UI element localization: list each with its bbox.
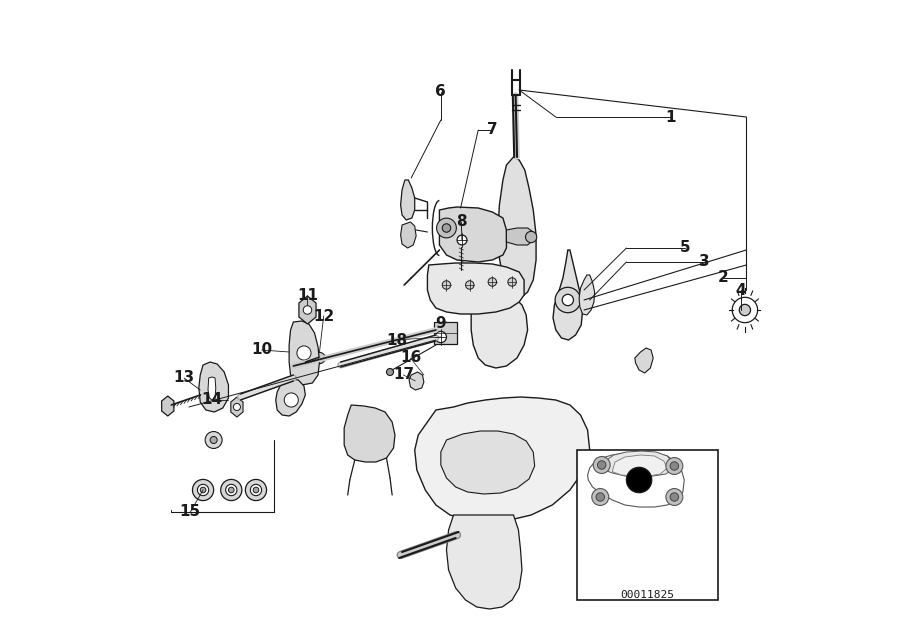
Polygon shape: [579, 275, 595, 315]
Text: 15: 15: [180, 504, 201, 519]
Circle shape: [555, 287, 580, 312]
Polygon shape: [498, 157, 536, 298]
Circle shape: [598, 461, 606, 469]
Circle shape: [666, 458, 683, 474]
Circle shape: [666, 488, 683, 505]
Text: 00011825: 00011825: [621, 590, 675, 600]
Polygon shape: [275, 379, 305, 416]
Bar: [435, 322, 457, 344]
Polygon shape: [604, 451, 673, 477]
Circle shape: [297, 346, 311, 360]
Circle shape: [436, 331, 446, 343]
Circle shape: [197, 485, 209, 496]
Circle shape: [465, 281, 474, 289]
Text: 1: 1: [666, 109, 676, 124]
Circle shape: [670, 493, 679, 501]
Text: 8: 8: [456, 215, 466, 229]
Polygon shape: [588, 452, 684, 507]
Circle shape: [205, 432, 222, 448]
Polygon shape: [441, 431, 535, 494]
Circle shape: [488, 277, 497, 286]
Circle shape: [303, 306, 311, 314]
Polygon shape: [299, 296, 316, 324]
Text: 4: 4: [735, 283, 746, 298]
Circle shape: [386, 368, 393, 375]
Text: 13: 13: [174, 370, 194, 385]
Polygon shape: [208, 377, 216, 400]
Circle shape: [246, 479, 266, 500]
Circle shape: [626, 467, 652, 493]
Circle shape: [436, 218, 456, 238]
Polygon shape: [199, 362, 229, 412]
Polygon shape: [439, 207, 507, 262]
Circle shape: [457, 235, 467, 245]
Polygon shape: [289, 321, 320, 385]
Circle shape: [220, 479, 242, 500]
Text: 9: 9: [436, 316, 446, 330]
Text: 11: 11: [297, 288, 318, 302]
Polygon shape: [415, 397, 590, 522]
Polygon shape: [162, 396, 174, 416]
Polygon shape: [612, 455, 667, 476]
Circle shape: [284, 393, 298, 407]
Text: 10: 10: [251, 342, 272, 358]
Text: 3: 3: [698, 255, 709, 269]
Circle shape: [733, 297, 758, 323]
Text: 5: 5: [680, 241, 690, 255]
Text: 18: 18: [386, 333, 407, 347]
Text: 17: 17: [393, 368, 414, 382]
Text: 12: 12: [313, 309, 334, 323]
Polygon shape: [400, 222, 416, 248]
Circle shape: [593, 457, 610, 474]
Polygon shape: [507, 228, 534, 245]
Circle shape: [442, 281, 451, 289]
Circle shape: [592, 488, 608, 505]
Circle shape: [210, 436, 217, 443]
Circle shape: [253, 487, 259, 493]
Circle shape: [193, 479, 213, 500]
Circle shape: [226, 485, 237, 496]
Polygon shape: [428, 263, 524, 314]
Circle shape: [508, 277, 517, 286]
Text: 6: 6: [436, 84, 446, 100]
Polygon shape: [472, 290, 527, 368]
Text: 16: 16: [400, 351, 421, 366]
Circle shape: [200, 487, 206, 493]
Polygon shape: [634, 348, 653, 373]
Text: 2: 2: [717, 271, 728, 286]
Bar: [577, 450, 718, 600]
Polygon shape: [446, 515, 522, 609]
Text: 7: 7: [487, 123, 498, 138]
Circle shape: [442, 224, 451, 232]
Polygon shape: [400, 180, 415, 220]
Polygon shape: [230, 397, 243, 417]
Polygon shape: [410, 372, 424, 390]
Circle shape: [250, 485, 262, 496]
Text: 14: 14: [202, 392, 223, 408]
Circle shape: [670, 462, 679, 471]
Circle shape: [739, 304, 751, 316]
Circle shape: [229, 487, 234, 493]
Circle shape: [596, 493, 605, 501]
Circle shape: [314, 352, 325, 364]
Circle shape: [562, 295, 573, 305]
Circle shape: [233, 403, 240, 411]
Polygon shape: [553, 250, 582, 340]
Polygon shape: [344, 405, 395, 462]
Circle shape: [526, 231, 536, 243]
